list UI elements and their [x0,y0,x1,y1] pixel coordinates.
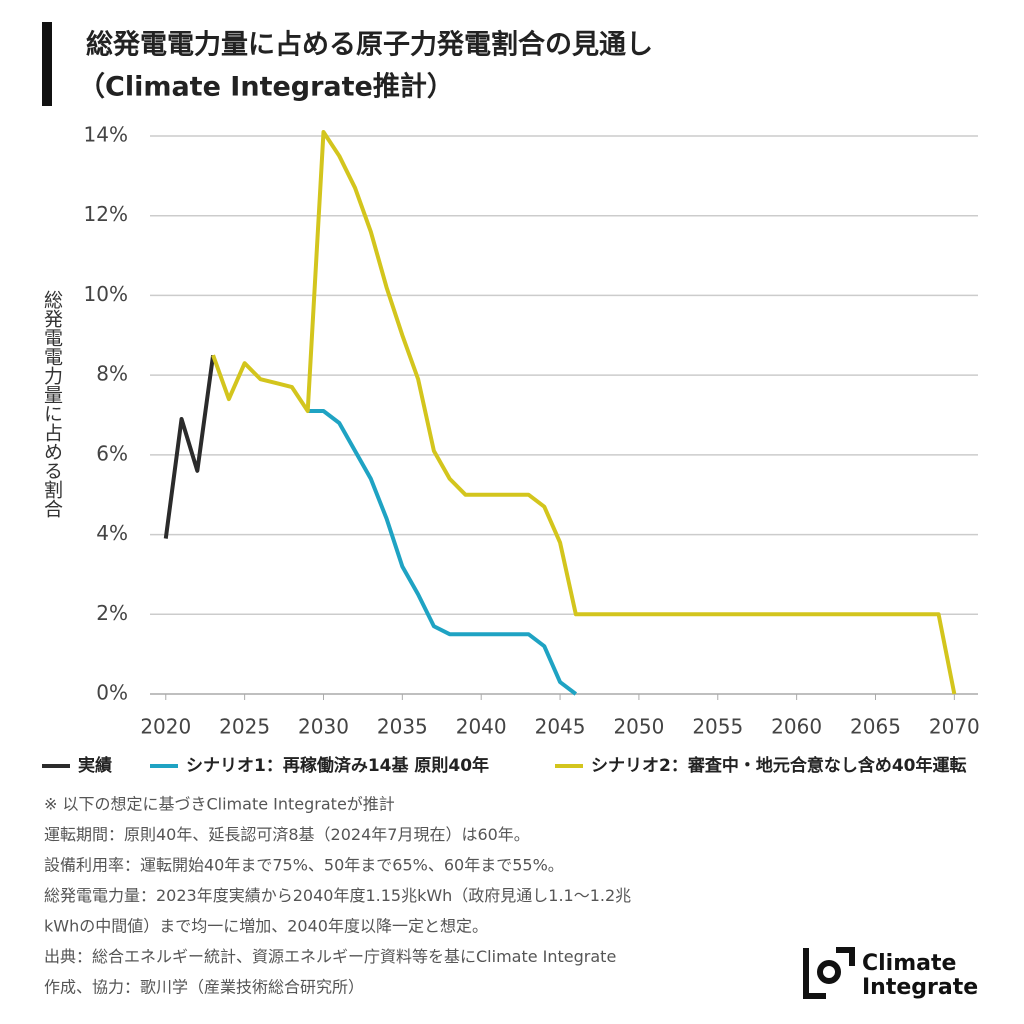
note: ※ 以下の想定に基づきClimate Integrateが推計 [44,795,395,814]
y-axis-label: 総発電電力量に占める割合 [41,290,63,518]
data-line [211,130,957,695]
logo-text: Climate [862,951,956,976]
y-tick-label: 8% [96,362,128,386]
data-line [163,354,216,539]
chart-title: 総発電電力量に占める原子力発電割合の見通し [86,29,653,61]
note: 運転期間：原則40年、延長認可済8基（2024年7月現在）は60年。 [44,825,530,844]
x-tick-label: 2040 [456,715,507,739]
note: kWhの中間値）まで均一に増加、2040年度以降一定と想定。 [44,917,488,936]
y-tick-label: 2% [96,601,128,625]
note: 設備利用率：運転開始40年まで75%、50年まで65%、60年まで55%。 [44,856,564,875]
x-tick-label: 2030 [298,715,349,739]
note: 出典：総合エネルギー統計、資源エネルギー庁資料等を基にClimate Integ… [44,947,616,966]
data-line [307,409,578,696]
logo-icon [803,947,855,999]
y-tick-label: 10% [84,282,128,306]
y-tick-label: 6% [96,441,128,465]
x-tick-label: 2070 [929,715,980,739]
legend-label: シナリオ2：審査中・地元合意なし含め40年運転 [591,755,967,776]
logo-text: Integrate [862,975,978,1000]
y-tick-label: 14% [84,123,128,147]
chart-subtitle: （Climate Integrate推計） [78,71,454,103]
legend-label: シナリオ1：再稼働済み14基 原則40年 [186,755,489,776]
y-tick-label: 0% [96,681,128,705]
y-tick-label: 12% [84,202,128,226]
x-tick-label: 2045 [535,715,586,739]
legend-label: 実績 [78,755,112,776]
x-tick-label: 2020 [140,715,191,739]
x-tick-label: 2035 [377,715,428,739]
x-tick-label: 2025 [219,715,270,739]
note: 作成、協力：歌川学（産業技術総合研究所） [44,978,364,997]
x-tick-label: 2055 [692,715,743,739]
y-tick-label: 4% [96,521,128,545]
x-tick-label: 2050 [613,715,664,739]
title-bar [42,22,52,106]
x-tick-label: 2060 [771,715,822,739]
note: 総発電電力量：2023年度実績から2040年度1.15兆kWh（政府見通し1.1… [44,886,631,905]
x-tick-label: 2065 [850,715,901,739]
